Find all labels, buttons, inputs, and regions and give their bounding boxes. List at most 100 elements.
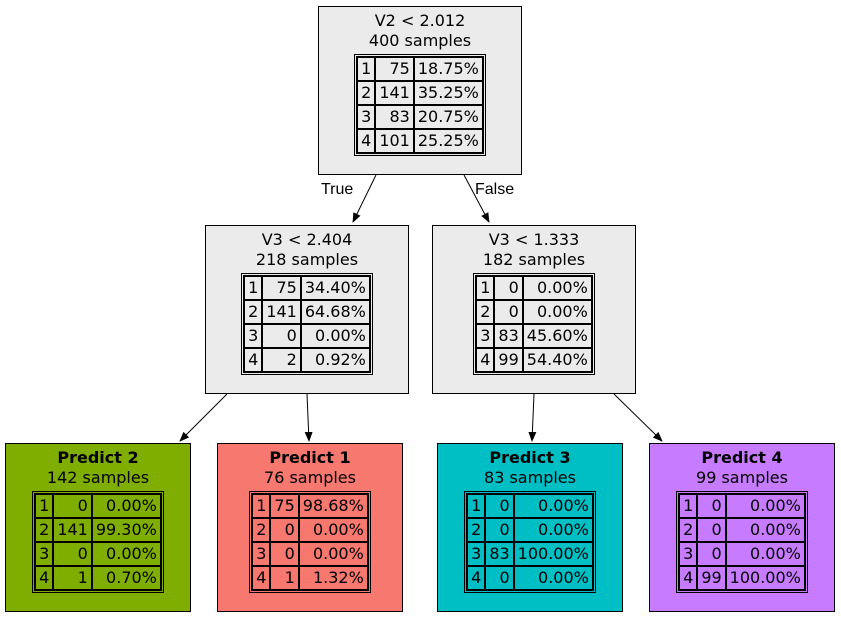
table-row: 1 75 98.68% [252, 494, 368, 518]
leaf-predict-3: Predict 3 83 samples 1 0 0.00% 2 0 0.00% 3 83 100.… [437, 443, 623, 612]
table-row: 3 83 100.00% [467, 542, 593, 566]
table-row: 1 75 34.40% [244, 276, 370, 300]
class-cell: 2 [467, 518, 486, 542]
percent-cell: 1.32% [298, 566, 368, 590]
count-cell: 0 [485, 494, 514, 518]
count-cell: 0 [494, 276, 523, 300]
node-root: V2 < 2.012 400 samples 1 75 18.75% 2 141 35.25%… [318, 6, 522, 175]
table-row: 2 141 64.68% [244, 300, 370, 324]
node-right-split: V3 < 1.333 182 samples 1 0 0.00% 2 0 0.00% 3 83 45… [432, 225, 636, 394]
percent-cell: 0.00% [522, 276, 592, 300]
class-cell: 2 [476, 300, 495, 324]
count-cell: 99 [494, 348, 523, 372]
node-title: Predict 4 [701, 448, 783, 467]
percent-cell: 0.00% [522, 300, 592, 324]
table-row: 3 0 0.00% [244, 324, 370, 348]
count-cell: 0 [485, 518, 514, 542]
percent-cell: 0.00% [725, 518, 805, 542]
class-distribution-table: 1 0 0.00% 2 141 99.30% 3 0 0.00% 4 1 0.70% [32, 491, 164, 593]
count-cell: 1 [270, 566, 299, 590]
count-cell: 83 [494, 324, 523, 348]
percent-cell: 18.75% [413, 57, 483, 81]
table-row: 4 99 54.40% [476, 348, 592, 372]
table-row: 2 0 0.00% [476, 300, 592, 324]
count-cell: 0 [53, 542, 92, 566]
edge-label-false: False [475, 181, 515, 198]
class-cell: 1 [476, 276, 495, 300]
class-cell: 4 [476, 348, 495, 372]
class-cell: 1 [252, 494, 271, 518]
count-cell: 0 [270, 542, 299, 566]
node-title: V3 < 1.333 [488, 230, 580, 249]
percent-cell: 0.70% [91, 566, 161, 590]
percent-cell: 100.00% [513, 542, 593, 566]
class-distribution-table: 1 75 98.68% 2 0 0.00% 3 0 0.00% 4 1 1.32% [249, 491, 371, 593]
class-cell: 2 [244, 300, 263, 324]
table-row: 3 0 0.00% [679, 542, 805, 566]
table-row: 1 0 0.00% [476, 276, 592, 300]
table-row: 4 2 0.92% [244, 348, 370, 372]
count-cell: 75 [375, 57, 414, 81]
percent-cell: 98.68% [298, 494, 368, 518]
percent-cell: 25.25% [413, 129, 483, 153]
class-cell: 4 [252, 566, 271, 590]
count-cell: 141 [262, 300, 301, 324]
class-cell: 4 [357, 129, 376, 153]
table-row: 3 83 20.75% [357, 105, 483, 129]
percent-cell: 64.68% [300, 300, 370, 324]
percent-cell: 0.00% [300, 324, 370, 348]
count-cell: 141 [53, 518, 92, 542]
node-samples: 99 samples [696, 468, 788, 487]
percent-cell: 34.40% [300, 276, 370, 300]
edge-root-left [352, 174, 377, 223]
count-cell: 99 [697, 566, 726, 590]
percent-cell: 0.00% [725, 542, 805, 566]
table-row: 1 75 18.75% [357, 57, 483, 81]
percent-cell: 0.00% [513, 518, 593, 542]
class-cell: 3 [467, 542, 486, 566]
edge-root-right [463, 174, 490, 223]
count-cell: 0 [697, 494, 726, 518]
class-cell: 2 [679, 518, 698, 542]
table-row: 2 141 35.25% [357, 81, 483, 105]
count-cell: 83 [375, 105, 414, 129]
percent-cell: 54.40% [522, 348, 592, 372]
leaf-predict-2: Predict 2 142 samples 1 0 0.00% 2 141 99.30% 3 0 0… [5, 443, 191, 612]
node-samples: 83 samples [484, 468, 576, 487]
percent-cell: 45.60% [522, 324, 592, 348]
edge-left-predict1 [304, 393, 313, 442]
count-cell: 75 [270, 494, 299, 518]
node-left-split: V3 < 2.404 218 samples 1 75 34.40% 2 141 64.68%… [205, 225, 409, 394]
class-cell: 3 [357, 105, 376, 129]
table-row: 2 0 0.00% [252, 518, 368, 542]
table-row: 4 0 0.00% [467, 566, 593, 590]
percent-cell: 0.00% [513, 494, 593, 518]
edge-right-predict3 [528, 393, 537, 442]
table-row: 4 1 0.70% [35, 566, 161, 590]
table-row: 3 0 0.00% [252, 542, 368, 566]
count-cell: 1 [53, 566, 92, 590]
node-title: V3 < 2.404 [261, 230, 353, 249]
count-cell: 0 [53, 494, 92, 518]
table-row: 1 0 0.00% [679, 494, 805, 518]
node-title: V2 < 2.012 [374, 11, 466, 30]
class-distribution-table: 1 0 0.00% 2 0 0.00% 3 83 45.60% 4 99 54.40% [473, 273, 595, 375]
percent-cell: 0.00% [91, 542, 161, 566]
count-cell: 2 [262, 348, 301, 372]
percent-cell: 0.00% [298, 518, 368, 542]
node-samples: 142 samples [46, 468, 150, 487]
percent-cell: 100.00% [725, 566, 805, 590]
node-samples: 400 samples [368, 31, 472, 50]
class-distribution-table: 1 75 18.75% 2 141 35.25% 3 83 20.75% 4 101 25.25% [354, 54, 486, 156]
class-distribution-table: 1 0 0.00% 2 0 0.00% 3 0 0.00% 4 99 100.00% [676, 491, 808, 593]
node-title: Predict 3 [489, 448, 571, 467]
class-cell: 1 [244, 276, 263, 300]
table-row: 1 0 0.00% [35, 494, 161, 518]
class-cell: 3 [476, 324, 495, 348]
class-distribution-table: 1 75 34.40% 2 141 64.68% 3 0 0.00% 4 2 0.92% [241, 273, 373, 375]
class-cell: 3 [679, 542, 698, 566]
class-cell: 4 [244, 348, 263, 372]
percent-cell: 35.25% [413, 81, 483, 105]
table-row: 4 99 100.00% [679, 566, 805, 590]
count-cell: 0 [262, 324, 301, 348]
